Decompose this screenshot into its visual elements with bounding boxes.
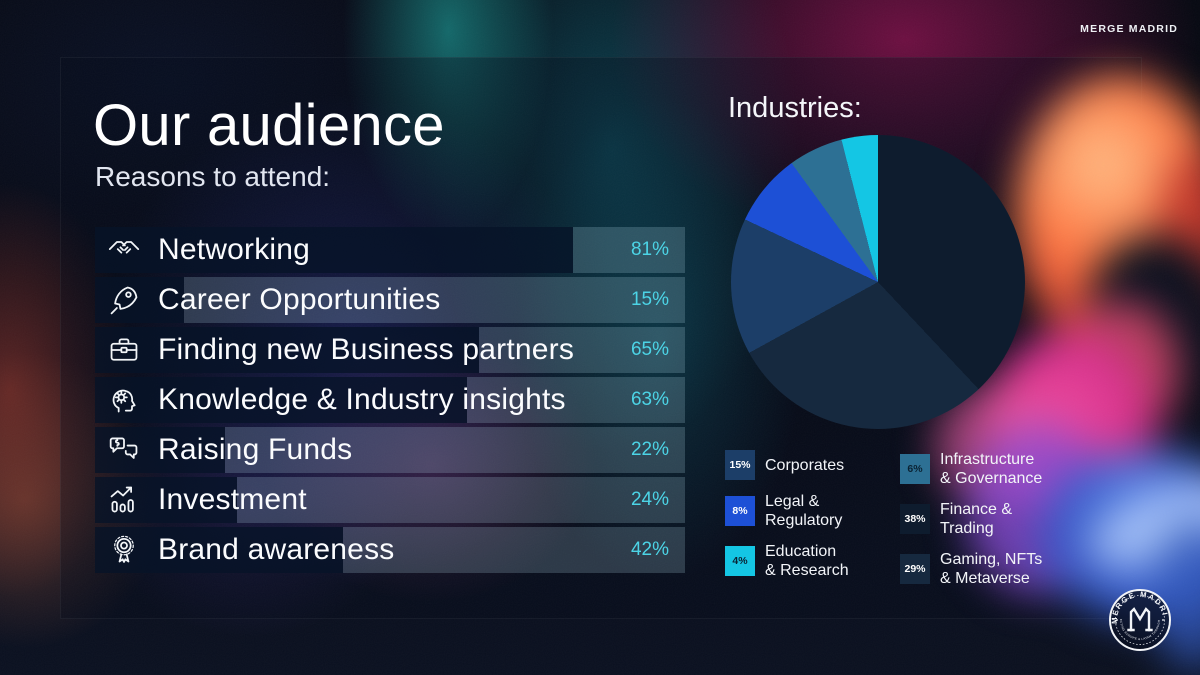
legend-label-line: Corporates bbox=[765, 456, 845, 474]
legend-item: 8% Legal & Regulatory bbox=[725, 492, 849, 530]
bar-row: Networking 81% bbox=[95, 227, 685, 273]
reasons-bar-chart: Networking 81% Career Opportunities 15% bbox=[95, 227, 685, 573]
bar-value: 65% bbox=[630, 339, 669, 360]
legend-label-line: Regulatory bbox=[765, 512, 843, 529]
bar-label: Raising Funds bbox=[158, 433, 353, 466]
rocket-icon bbox=[107, 283, 141, 317]
bar-value: 42% bbox=[630, 539, 669, 560]
bar-label: Career Opportunities bbox=[158, 283, 441, 316]
bar-label: Knowledge & Industry insights bbox=[158, 383, 566, 416]
legend-swatch: 8% bbox=[725, 496, 755, 526]
brand-wordmark: MERGE MADRID bbox=[1080, 23, 1178, 35]
award-icon bbox=[107, 533, 141, 567]
legend-label-line: & Governance bbox=[940, 470, 1043, 487]
legend-item: 6% Infrastructure & Governance bbox=[900, 450, 1042, 488]
bar-row: Knowledge & Industry insights 63% bbox=[95, 377, 685, 423]
pie-legend-right-column: 6% Infrastructure & Governance 38% Financ… bbox=[900, 450, 1042, 600]
pie-legend-left-column: 15% Corporates 8% Legal & Regulatory 4% E… bbox=[725, 450, 849, 592]
legend-item: 38% Finance & Trading bbox=[900, 500, 1042, 538]
bar-row: Career Opportunities 15% bbox=[95, 277, 685, 323]
page-subtitle: Reasons to attend: bbox=[95, 161, 331, 192]
bar-row: Investment 24% bbox=[95, 477, 685, 523]
briefcase-icon bbox=[107, 333, 141, 367]
legend-label-line: Legal & bbox=[765, 493, 820, 510]
legend-swatch: 6% bbox=[900, 454, 930, 484]
bar-row: Raising Funds 22% bbox=[95, 427, 685, 473]
bar-row: Finding new Business partners 65% bbox=[95, 327, 685, 373]
bar-value: 15% bbox=[630, 289, 669, 310]
bar-row: Brand awareness 42% bbox=[95, 527, 685, 573]
bar-value: 81% bbox=[630, 239, 669, 260]
legend-item: 4% Education & Research bbox=[725, 542, 849, 580]
bar-value: 63% bbox=[630, 389, 669, 410]
legend-item: 29% Gaming, NFTs & Metaverse bbox=[900, 550, 1042, 588]
bar-value: 22% bbox=[630, 439, 669, 460]
head-gear-icon bbox=[107, 383, 141, 417]
handshake-icon bbox=[107, 233, 141, 267]
legend-label-line: Infrastructure bbox=[940, 451, 1035, 468]
bar-label: Finding new Business partners bbox=[158, 333, 575, 366]
legend-label-line: Gaming, NFTs bbox=[940, 551, 1043, 568]
page-title: Our audience bbox=[93, 93, 445, 158]
legend-label-line: & Metaverse bbox=[940, 570, 1030, 587]
brand-badge-logo: MERGE MADRID CONNECTING EUROPE & LATAM T… bbox=[1108, 588, 1171, 651]
legend-swatch: 29% bbox=[900, 554, 930, 584]
legend-label-line: Finance & bbox=[940, 501, 1013, 518]
funds-chat-icon bbox=[107, 433, 141, 467]
bar-label: Investment bbox=[158, 483, 307, 516]
industries-title: Industries: bbox=[728, 92, 862, 124]
legend-label-line: Trading bbox=[940, 520, 994, 537]
legend-swatch: 15% bbox=[725, 450, 755, 480]
legend-item: 15% Corporates bbox=[725, 450, 849, 480]
legend-swatch: 4% bbox=[725, 546, 755, 576]
bar-label: Brand awareness bbox=[158, 533, 395, 566]
bar-label: Networking bbox=[158, 233, 311, 266]
industries-pie-chart bbox=[731, 135, 1025, 429]
legend-label-line: Education bbox=[765, 543, 837, 560]
bar-value: 24% bbox=[630, 489, 669, 510]
chart-growth-icon bbox=[107, 483, 141, 517]
legend-swatch: 38% bbox=[900, 504, 930, 534]
legend-label-line: & Research bbox=[765, 562, 849, 579]
